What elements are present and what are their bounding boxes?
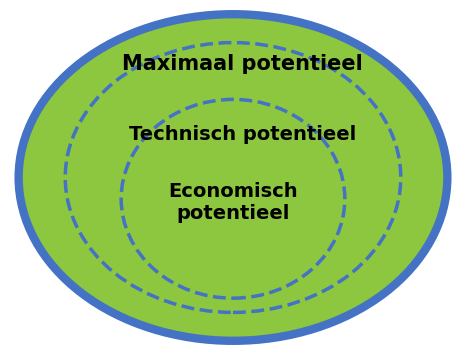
Ellipse shape xyxy=(121,99,345,298)
Text: Economisch
potentieel: Economisch potentieel xyxy=(168,182,298,223)
Ellipse shape xyxy=(65,43,401,312)
Ellipse shape xyxy=(19,14,447,341)
Text: Maximaal potentieel: Maximaal potentieel xyxy=(122,54,363,74)
Text: Technisch potentieel: Technisch potentieel xyxy=(129,125,356,144)
